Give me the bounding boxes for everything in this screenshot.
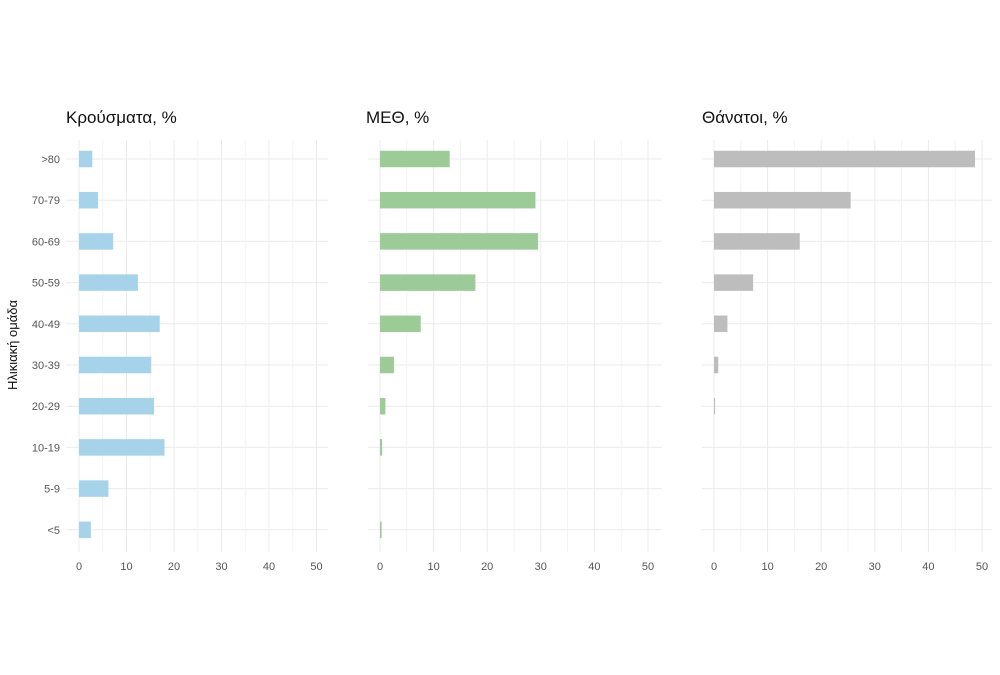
panel-title: ΜΕΘ, % [366,108,429,127]
bar->80 [714,150,976,168]
chart-panel-2: ΜΕΘ, % 0 10 20 30 40 50 [366,108,662,573]
x-tick-label: 30 [869,561,881,573]
bar-20-29 [380,397,386,415]
bar-20-29 [79,397,155,415]
x-tick-label: 0 [76,561,82,573]
bar-<5 [79,521,91,539]
bar-50-59 [380,274,476,291]
x-tick-label: 10 [761,561,773,573]
bar-70-79 [380,191,536,209]
x-tick-label: 20 [168,561,180,573]
bar->80 [79,150,93,168]
x-tick-label: 30 [535,561,547,573]
y-tick-label: 30-39 [32,360,60,372]
y-tick-label: 20-29 [32,401,60,413]
chart-panel-1: Κρούσματα, % 0 10 20 30 40 50 [66,108,328,573]
x-tick-label: 0 [711,561,717,573]
x-tick-label: 50 [642,561,654,573]
bar-50-59 [714,274,754,291]
y-axis-title: Ηλικιακή ομάδα [5,300,20,390]
bar-20-29 [714,397,716,415]
bar-40-49 [714,315,728,333]
y-tick-label: 60-69 [32,236,60,248]
x-tick-label: 50 [310,561,322,573]
bar-50-59 [79,274,138,291]
bar-30-39 [380,356,394,374]
panel-title: Κρούσματα, % [66,108,177,127]
x-tick-label: 50 [976,561,988,573]
bar-30-39 [714,356,719,374]
y-tick-label: 50-59 [32,278,60,290]
y-tick-label: >80 [41,154,60,166]
bar-60-69 [714,233,800,250]
x-tick-label: 10 [120,561,132,573]
y-tick-label: 40-49 [32,319,60,331]
bar-30-39 [79,356,152,374]
y-tick-label: 5-9 [44,484,60,496]
x-tick-label: 30 [215,561,227,573]
chart-panel-3: Θάνατοι, % 0 10 20 30 40 50 [702,108,992,573]
bar-60-69 [380,233,539,250]
x-tick-label: 20 [481,561,493,573]
x-tick-label: 10 [427,561,439,573]
bar-60-69 [79,233,114,250]
y-tick-label: <5 [47,525,60,537]
bar-40-49 [380,315,421,333]
x-tick-label: 40 [922,561,934,573]
bar-10-19 [380,439,383,456]
x-tick-label: 0 [377,561,383,573]
x-tick-label: 20 [815,561,827,573]
bar-70-79 [714,191,851,209]
bar-5-9 [79,480,109,497]
bar-10-19 [79,439,165,456]
bar-<5 [380,521,382,539]
bar-70-79 [79,191,98,209]
y-tick-label: 10-19 [32,442,60,454]
y-tick-label: 70-79 [32,195,60,207]
bar->80 [380,150,450,168]
x-tick-label: 40 [263,561,275,573]
bar-40-49 [79,315,160,333]
panel-title: Θάνατοι, % [702,108,788,127]
x-tick-label: 40 [588,561,600,573]
